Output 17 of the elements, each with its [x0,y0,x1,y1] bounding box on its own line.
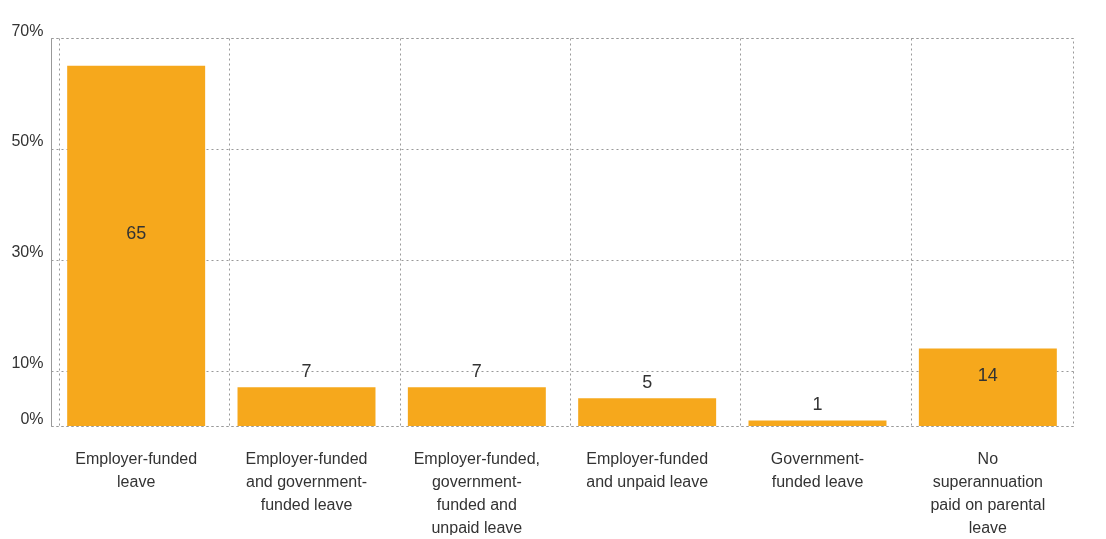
y-tick-label: 30% [11,243,44,261]
data-label: 14 [977,364,998,385]
data-label: 65 [126,223,147,244]
x-tick-label: No superannuation paid on parental leave [930,449,1046,536]
y-tick-label: 50% [11,132,44,150]
x-tick-label: Employer-funded, government-funded and unpaid leave [413,449,540,536]
y-tick-label: 0% [20,409,44,427]
x-tick-label: Government-funded leave [770,449,865,490]
x-tick-label: Employer-funded and government-funded leave [245,449,368,513]
x-tick-label: Employer-funded leave [75,449,198,490]
data-label: 5 [642,371,653,392]
data-label: 7 [471,360,482,381]
data-label: 1 [812,393,823,414]
y-tick-label: 10% [11,354,44,372]
x-tick-label: Employer-funded and unpaid leave [586,449,709,490]
y-tick-label: 70% [11,21,44,39]
data-label: 7 [301,360,312,381]
